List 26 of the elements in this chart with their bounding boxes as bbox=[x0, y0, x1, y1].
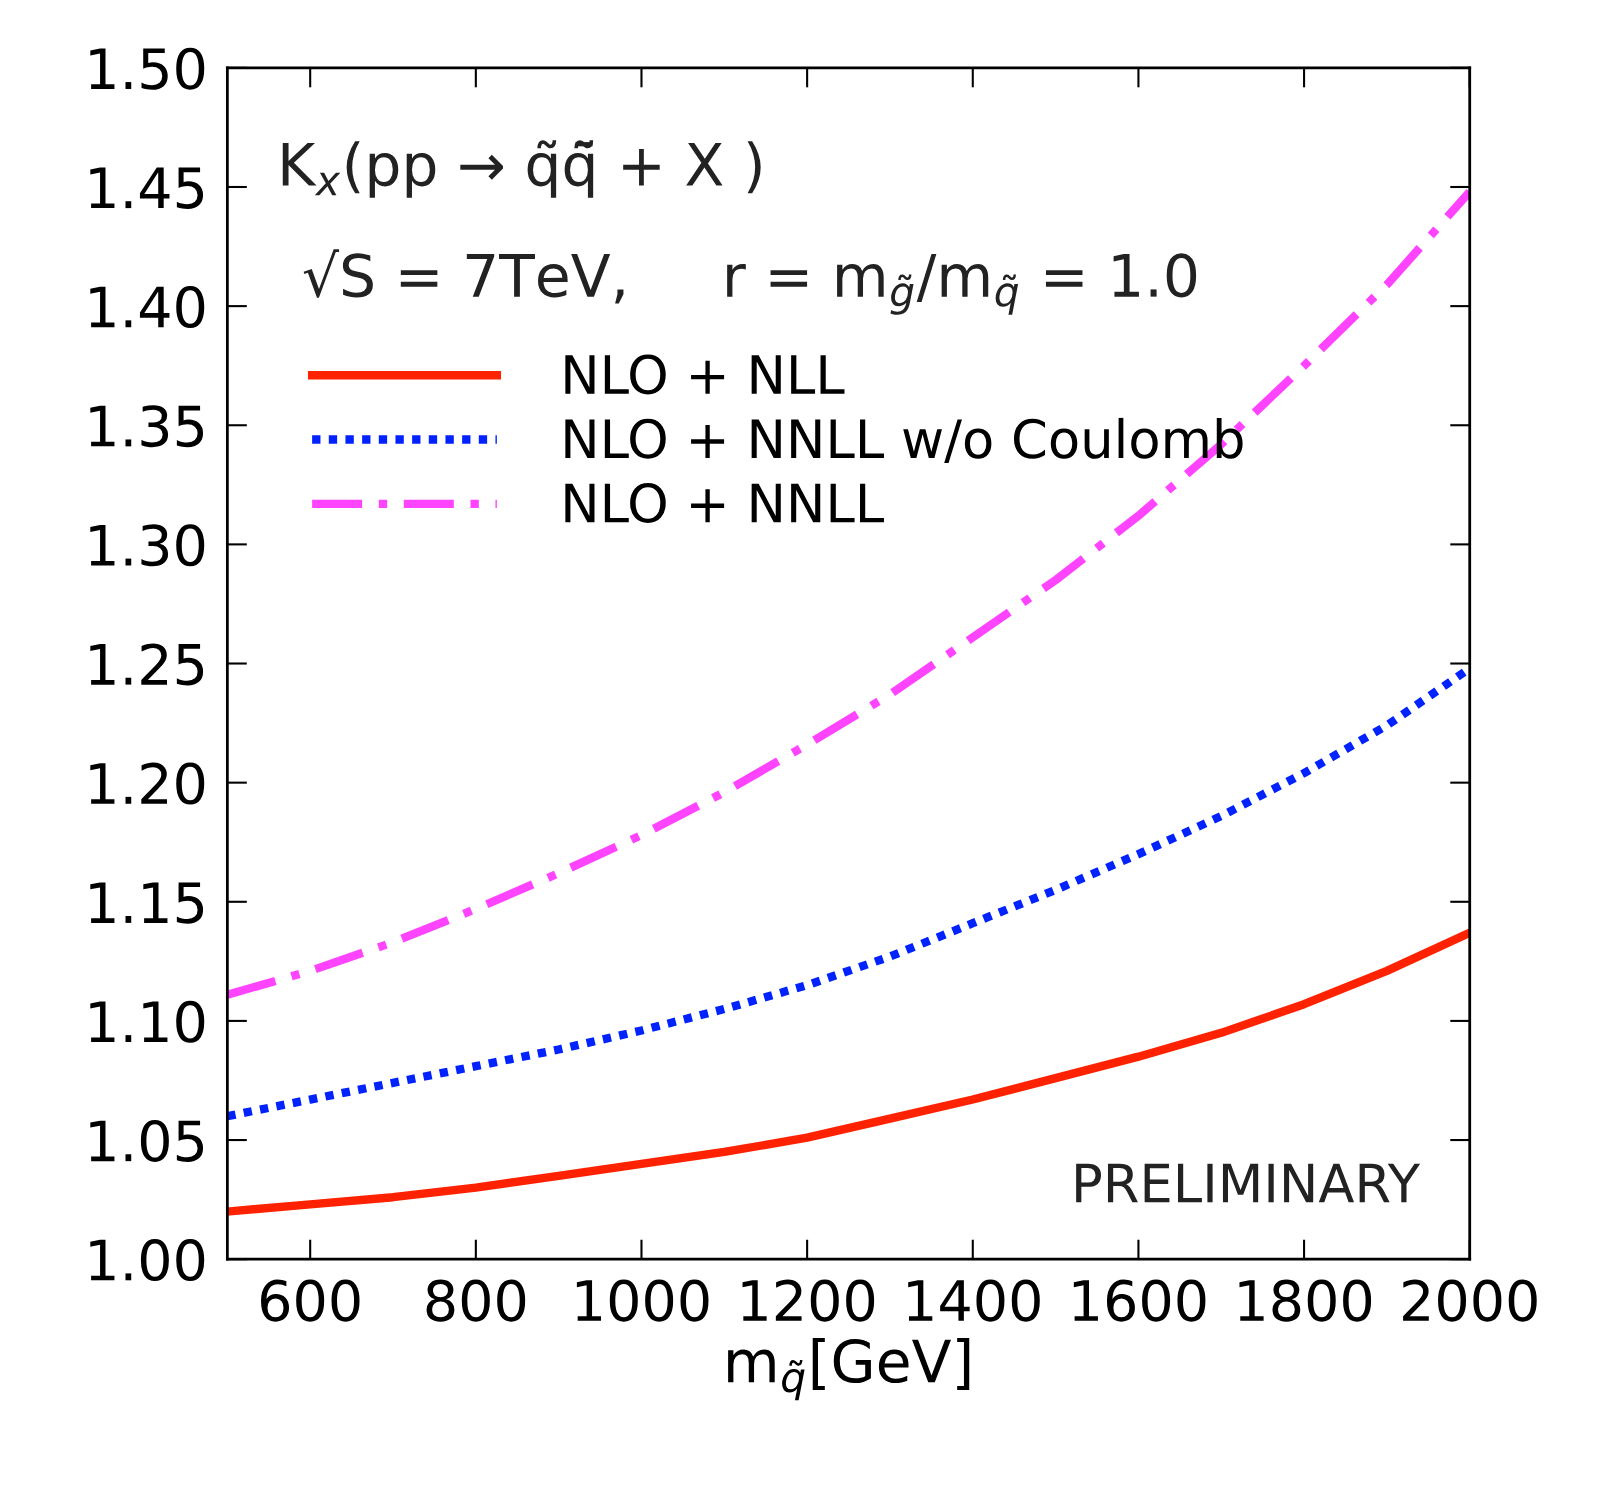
x-tick-label: 2000 bbox=[1403, 1279, 1537, 1322]
x-axis-title: m$_{q̃}$[GeV] bbox=[728, 1337, 970, 1401]
legend-label: NLO + NLL bbox=[565, 354, 845, 395]
x-tick-label: 1600 bbox=[1073, 1279, 1206, 1322]
y-tick-label: 1.05 bbox=[90, 1119, 204, 1162]
y-tick-label: 1.40 bbox=[90, 286, 205, 329]
y-tick-label: 1.15 bbox=[90, 882, 204, 924]
x-tick-label: 1400 bbox=[908, 1279, 1040, 1322]
y-tick-label: 1.30 bbox=[90, 524, 205, 567]
x-tick-label: 800 bbox=[426, 1279, 526, 1322]
annotation: PRELIMINARY bbox=[1076, 1163, 1421, 1203]
y-tick-label: 1.35 bbox=[90, 405, 204, 448]
legend-label: NLO + NNLL w/o Coulomb bbox=[565, 417, 1243, 463]
x-tick-label: 1800 bbox=[1239, 1279, 1372, 1322]
y-tick-label: 1.10 bbox=[90, 1000, 205, 1043]
y-tick-label: 1.00 bbox=[90, 1239, 205, 1282]
legend-label: NLO + NNLL bbox=[565, 483, 884, 524]
x-tick-label: 1000 bbox=[576, 1279, 709, 1322]
annotation: √S = 7TeV, r = m$_{g̃}$/m$_{q̃}$ = 1.0 bbox=[303, 249, 1197, 315]
y-tick-label: 1.20 bbox=[90, 762, 205, 805]
x-tick-label: 1200 bbox=[742, 1279, 875, 1322]
y-tick-label: 1.25 bbox=[90, 643, 204, 686]
annotation: K$_{x}$(pp → q̃q̃̄ + X ) bbox=[282, 140, 761, 198]
y-tick-label: 1.45 bbox=[90, 167, 204, 209]
y-tick-label: 1.50 bbox=[90, 47, 205, 90]
x-tick-label: 600 bbox=[261, 1279, 360, 1322]
